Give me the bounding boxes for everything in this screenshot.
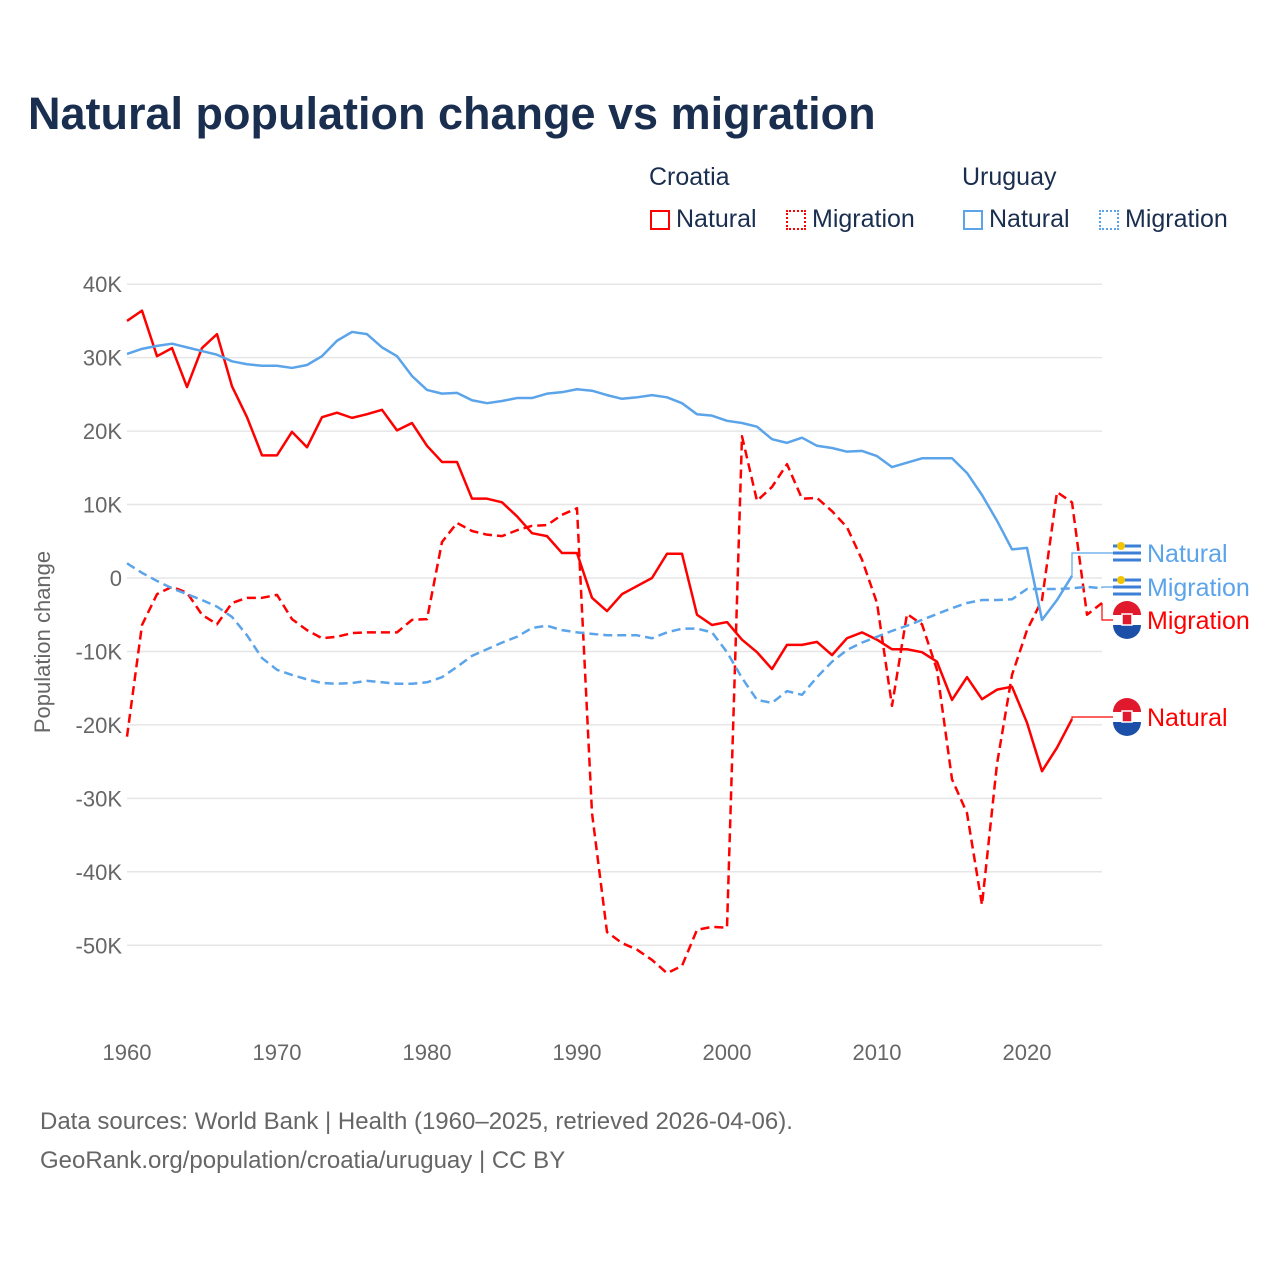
flag-red-band <box>1113 698 1141 712</box>
y-tick-label: 40K <box>83 272 122 297</box>
legend-group-croatia: Croatia <box>649 163 730 191</box>
flag-red-band <box>1113 601 1141 615</box>
flag-stripe <box>1113 578 1141 582</box>
x-tick-label: 1990 <box>553 1040 602 1065</box>
flag-blue-band <box>1113 722 1141 736</box>
legend-croatia-natural[interactable]: Natural <box>650 205 757 234</box>
x-tick-label: 1980 <box>403 1040 452 1065</box>
y-tick-label: -20K <box>76 713 123 738</box>
legend-uruguay-natural[interactable]: Natural <box>963 205 1070 234</box>
legend-label: Migration <box>812 205 915 233</box>
label-connector <box>1101 602 1114 621</box>
series-line-croatia-migration <box>125 434 1103 975</box>
series-line-uruguay-natural <box>126 330 1074 622</box>
x-tick-label: 1960 <box>103 1040 152 1065</box>
flag-shield <box>1121 613 1133 626</box>
label-connector <box>1071 552 1114 576</box>
end-label: Natural <box>1147 540 1228 568</box>
y-tick-label: -50K <box>76 933 123 958</box>
y-axis-label: Population change <box>30 551 55 733</box>
x-tick-label: 2000 <box>703 1040 752 1065</box>
end-label: Migration <box>1147 574 1250 602</box>
label-connector <box>1101 586 1114 589</box>
y-tick-label: 10K <box>83 493 122 518</box>
label-connector <box>1071 716 1114 720</box>
y-tick-label: -10K <box>76 639 123 664</box>
flag-stripe <box>1113 585 1141 589</box>
flag-blue-band <box>1113 625 1141 639</box>
legend-group-uruguay: Uruguay <box>962 163 1057 191</box>
series-line-uruguay-migration <box>126 562 1103 705</box>
legend-swatch-solid <box>650 209 670 230</box>
legend-label: Natural <box>989 205 1070 233</box>
y-tick-label: 20K <box>83 419 122 444</box>
footer-sources: Data sources: World Bank | Health (1960–… <box>40 1108 793 1135</box>
flag-stripe <box>1113 551 1141 555</box>
flag-stripe <box>1113 544 1141 548</box>
series-line-croatia-natural <box>126 309 1074 773</box>
legend-swatch-dotted <box>1099 209 1119 230</box>
flag-stripe <box>1113 592 1141 596</box>
y-tick-label: 30K <box>83 346 122 371</box>
flag-stripe <box>1113 558 1141 562</box>
legend-swatch-dotted <box>786 209 806 230</box>
legend-label: Migration <box>1125 205 1228 233</box>
legend-croatia-migration[interactable]: Migration <box>786 205 915 234</box>
legend-swatch-solid <box>963 209 983 230</box>
flag-sun <box>1117 576 1125 584</box>
footer-link[interactable]: GeoRank.org/population/croatia/uruguay |… <box>40 1147 566 1174</box>
legend-label: Natural <box>676 205 757 233</box>
y-tick-label: -40K <box>76 860 123 885</box>
x-tick-label: 2020 <box>1003 1040 1052 1065</box>
end-label: Natural <box>1147 704 1228 732</box>
x-tick-label: 2010 <box>853 1040 902 1065</box>
y-tick-label: -30K <box>76 786 123 811</box>
chart-title: Natural population change vs migration <box>28 88 876 139</box>
end-label: Migration <box>1147 607 1250 635</box>
legend-uruguay-migration[interactable]: Migration <box>1099 205 1228 234</box>
flag-shield <box>1121 710 1133 723</box>
flag-sun <box>1117 542 1125 550</box>
y-tick-label: 0 <box>110 566 122 591</box>
x-tick-label: 1970 <box>253 1040 302 1065</box>
